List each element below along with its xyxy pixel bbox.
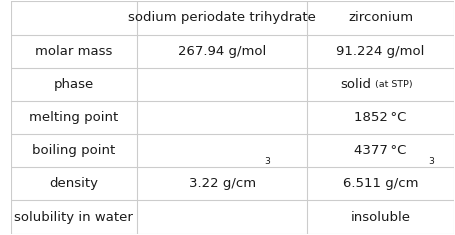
Text: 6.511 g/cm: 6.511 g/cm [343, 177, 418, 190]
Text: solubility in water: solubility in water [14, 211, 133, 223]
Text: 3: 3 [428, 157, 434, 166]
Text: phase: phase [54, 78, 94, 91]
Text: 91.224 g/mol: 91.224 g/mol [336, 45, 425, 58]
Text: solid: solid [341, 78, 372, 91]
Text: sodium periodate trihydrate: sodium periodate trihydrate [128, 12, 316, 24]
Text: 4377 °C: 4377 °C [354, 144, 407, 157]
Text: insoluble: insoluble [350, 211, 410, 223]
Text: zirconium: zirconium [348, 12, 413, 24]
Text: 267.94 g/mol: 267.94 g/mol [178, 45, 266, 58]
Text: molar mass: molar mass [35, 45, 112, 58]
Text: 1852 °C: 1852 °C [354, 111, 407, 124]
Text: (at STP): (at STP) [375, 80, 413, 89]
Text: 3.22 g/cm: 3.22 g/cm [188, 177, 256, 190]
Text: density: density [49, 177, 98, 190]
Text: boiling point: boiling point [32, 144, 115, 157]
Text: 3: 3 [264, 157, 270, 166]
Text: melting point: melting point [29, 111, 118, 124]
